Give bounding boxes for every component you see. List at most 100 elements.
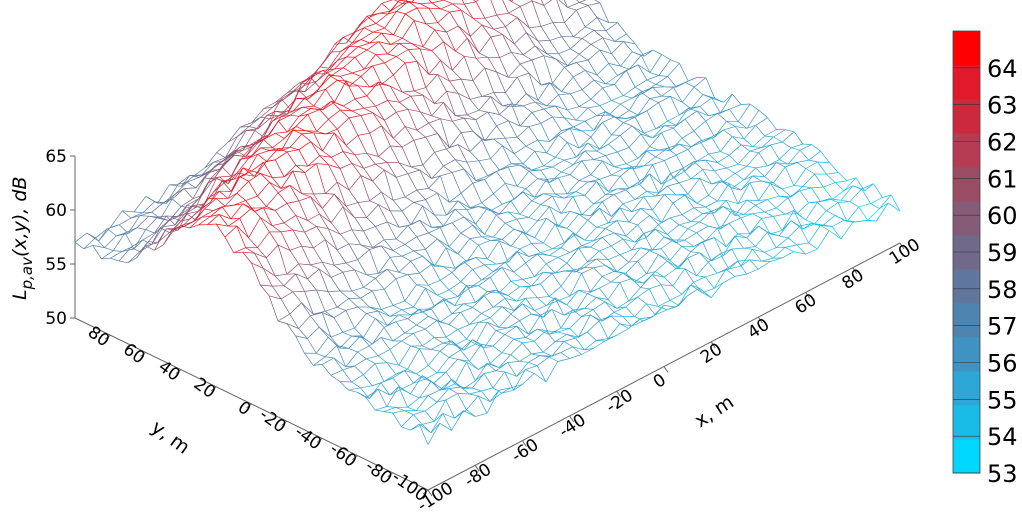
surface-segment xyxy=(387,11,397,15)
surface-segment xyxy=(634,150,648,169)
colorbar-tick-label: 61 xyxy=(987,165,1018,193)
surface-segment xyxy=(781,251,794,259)
surface-segment xyxy=(502,103,512,107)
surface-segment xyxy=(560,309,573,329)
surface-segment xyxy=(858,203,871,208)
surface-segment xyxy=(334,262,346,266)
surface-segment xyxy=(410,393,420,399)
surface-segment xyxy=(714,167,727,172)
surface-segment xyxy=(525,93,539,101)
surface-segment xyxy=(678,178,692,184)
surface-segment xyxy=(352,68,365,74)
surface-segment xyxy=(617,110,630,119)
surface-segment xyxy=(584,120,595,131)
surface-segment xyxy=(684,232,697,241)
surface-segment xyxy=(425,378,435,384)
surface-segment xyxy=(180,218,190,222)
surface-segment xyxy=(687,287,700,296)
surface-segment xyxy=(413,140,424,166)
surface-segment xyxy=(608,188,618,192)
surface-segment xyxy=(339,335,352,349)
surface-segment xyxy=(322,102,335,111)
surface-segment xyxy=(198,172,208,178)
surface-segment xyxy=(278,120,288,133)
surface-segment xyxy=(617,151,627,165)
surface-segment xyxy=(663,268,677,278)
surface-segment xyxy=(814,173,824,188)
surface-segment xyxy=(519,6,530,28)
surface-segment xyxy=(607,259,618,272)
surface-segment xyxy=(640,133,653,139)
surface-segment xyxy=(558,134,568,143)
surface-segment xyxy=(496,125,506,139)
surface-segment xyxy=(428,315,438,321)
surface-segment xyxy=(508,211,520,215)
surface-segment xyxy=(599,207,612,217)
surface-segment xyxy=(386,269,397,280)
surface-segment xyxy=(555,105,565,119)
surface-segment xyxy=(734,199,748,216)
surface-segment xyxy=(490,267,503,278)
surface-segment xyxy=(295,126,306,131)
surface-segment xyxy=(587,5,598,18)
surface-segment xyxy=(569,316,582,329)
surface-segment xyxy=(708,151,721,155)
surface-segment xyxy=(723,206,733,211)
surface-segment xyxy=(240,126,250,128)
surface-segment xyxy=(251,139,264,157)
surface-segment xyxy=(357,259,367,275)
surface-segment xyxy=(372,337,382,345)
y-tick-mark xyxy=(210,386,217,392)
surface-segment xyxy=(419,348,429,366)
surface-segment xyxy=(722,206,736,216)
surface-segment xyxy=(463,302,476,305)
surface-segment xyxy=(369,133,379,157)
surface-segment xyxy=(646,102,659,111)
surface-segment xyxy=(608,63,621,67)
surface-segment xyxy=(793,185,803,187)
surface-segment xyxy=(389,309,402,317)
colorbar-segment xyxy=(953,99,980,134)
surface-segment xyxy=(413,414,423,425)
surface-segment xyxy=(507,211,518,220)
surface-segment xyxy=(534,45,545,56)
surface-segment xyxy=(145,196,155,202)
surface-segment xyxy=(334,56,347,70)
surface-segment xyxy=(631,125,642,135)
surface-segment xyxy=(457,144,468,163)
surface-segment xyxy=(620,51,633,67)
surface-segment xyxy=(224,237,235,253)
surface-segment xyxy=(363,65,373,70)
surface-segment xyxy=(175,181,188,195)
surface-segment xyxy=(392,412,402,427)
surface-segment xyxy=(536,356,550,366)
surface-segment xyxy=(590,87,603,100)
surface-segment xyxy=(230,203,244,220)
surface-segment xyxy=(634,233,644,243)
surface-segment xyxy=(257,137,267,144)
surface-segment xyxy=(448,281,461,291)
surface-segment xyxy=(723,93,733,103)
surface-segment xyxy=(321,262,332,278)
surface-segment xyxy=(746,110,760,129)
surface-segment xyxy=(484,370,496,374)
surface-segment xyxy=(628,91,642,111)
surface-segment xyxy=(481,24,492,38)
surface-segment xyxy=(365,397,376,411)
surface-segment xyxy=(390,85,403,93)
surface-segment xyxy=(666,306,676,311)
surface-segment xyxy=(277,244,288,275)
surface-segment xyxy=(508,6,521,14)
surface-segment xyxy=(758,152,768,167)
surface-segment xyxy=(110,224,120,228)
surface-segment xyxy=(248,138,261,146)
surface-segment xyxy=(387,43,400,55)
surface-segment xyxy=(690,140,700,148)
surface-segment xyxy=(413,375,423,384)
surface-segment xyxy=(189,210,199,220)
surface-segment xyxy=(552,159,565,168)
surface-segment xyxy=(331,75,341,77)
surface-segment xyxy=(236,181,249,194)
surface-segment xyxy=(328,109,341,120)
surface-segment xyxy=(561,210,571,214)
